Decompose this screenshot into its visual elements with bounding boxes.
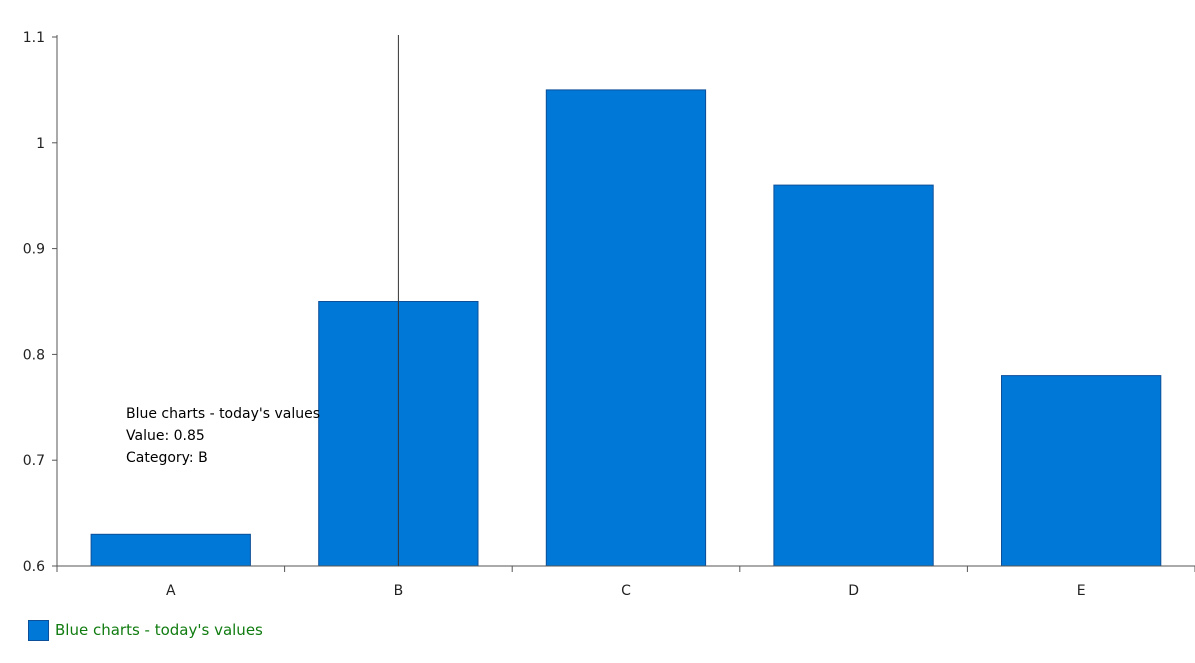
y-tick-label: 0.6 — [23, 559, 45, 575]
bar-c[interactable] — [545, 89, 707, 567]
y-tick-label: 0.8 — [23, 347, 45, 363]
x-tick-label: E — [1077, 583, 1086, 599]
x-tick-label: A — [166, 583, 176, 599]
y-tick-label: 0.9 — [23, 242, 45, 258]
y-tick-label: 1.1 — [23, 30, 45, 46]
x-tick-label: B — [394, 583, 404, 599]
y-tick-label: 0.7 — [23, 453, 45, 469]
legend[interactable]: Blue charts - today's values — [28, 618, 263, 642]
bar-a[interactable] — [90, 533, 251, 567]
legend-swatch — [28, 619, 49, 641]
x-tick-label: D — [848, 583, 859, 599]
bar-d[interactable] — [773, 184, 934, 567]
tooltip-value: Value: 0.85 — [126, 428, 205, 444]
legend-label: Blue charts - today's values — [55, 621, 263, 639]
tooltip-category: Category: B — [126, 450, 208, 466]
bar-e[interactable] — [1001, 375, 1162, 567]
tooltip-series: Blue charts - today's values — [126, 406, 320, 422]
y-tick-label: 1 — [36, 136, 45, 152]
bar-chart: 0.6 0.7 0.8 0.9 1 1.1 A B C D E Blue charts - today… — [23, 30, 1195, 599]
x-tick-label: C — [621, 583, 631, 599]
